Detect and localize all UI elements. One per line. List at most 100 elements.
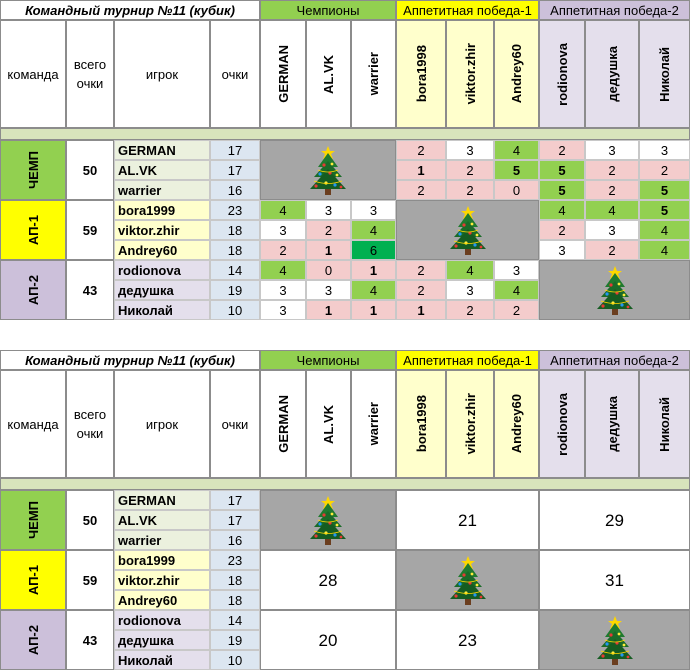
- score-cell: 3: [260, 220, 306, 240]
- score-cell-text: 4: [660, 242, 669, 258]
- total-column-header-text: всего: [73, 57, 107, 72]
- player-name-cell: дедушка: [114, 280, 210, 300]
- score-cell-text: 5: [660, 182, 669, 198]
- player-name-cell-text: warrier: [118, 182, 162, 198]
- column-header-player: viktor.zhir: [446, 20, 494, 128]
- team-total-cell-text: 59: [82, 572, 98, 588]
- team-name-cell-text: АП-2: [25, 624, 41, 656]
- score-cell-text: 4: [279, 202, 287, 218]
- score-cell-text: 3: [660, 142, 669, 158]
- column-header-player: AL.VK: [306, 370, 351, 478]
- player-column-header: игрок: [114, 370, 210, 478]
- team-name-cell-text: АП-1: [25, 214, 41, 246]
- score-cell: 4: [351, 220, 396, 240]
- score-cell: 2: [396, 180, 446, 200]
- score-cell: 3: [639, 140, 690, 160]
- christmas-tree-icon: [596, 616, 633, 665]
- column-header-player-text: AL.VK: [321, 54, 336, 94]
- score-cell-text: 2: [466, 162, 474, 178]
- score-cell: 4: [260, 260, 306, 280]
- points-column-header-text: очки: [221, 66, 249, 82]
- column-header-player: Николай: [639, 370, 690, 478]
- player-points-cell: 17: [210, 510, 260, 530]
- player-points-cell-text: 18: [227, 222, 243, 238]
- column-header-player: rodionova: [539, 20, 585, 128]
- group-header-3-text: Аппетитная победа-2: [550, 352, 679, 368]
- player-points-cell: 16: [210, 180, 260, 200]
- player-points-cell: 18: [210, 590, 260, 610]
- score-cell: 3: [306, 280, 351, 300]
- score-cell: 1: [396, 160, 446, 180]
- player-name-cell-text: Andrey60: [118, 242, 178, 258]
- score-cell-text: 4: [512, 282, 521, 298]
- summary-score-cell: 21: [396, 490, 539, 550]
- score-cell-text: 3: [279, 222, 287, 238]
- team-column-header-text: команда: [7, 416, 59, 432]
- player-points-cell-text: 17: [227, 492, 243, 508]
- score-cell-text: 3: [608, 142, 616, 158]
- player-column-header-text: игрок: [145, 416, 179, 432]
- player-name-cell-text: bora1999: [118, 552, 176, 568]
- score-cell-text: 2: [558, 142, 566, 158]
- player-name-cell: viktor.zhir: [114, 220, 210, 240]
- summary-score-cell: 28: [260, 550, 396, 610]
- self-match-block: [539, 610, 690, 670]
- score-cell-text: 4: [608, 202, 616, 218]
- group-header-3-text: Аппетитная победа-2: [550, 2, 679, 18]
- column-header-player: Andrey60: [494, 370, 539, 478]
- player-name-cell-text: Николай: [118, 302, 173, 318]
- summary-score-cell: 20: [260, 610, 396, 670]
- column-header-player-text: viktor.zhir: [462, 43, 478, 105]
- points-column-header: очки: [210, 370, 260, 478]
- player-name-cell-text: Николай: [118, 652, 173, 668]
- summary-score-cell: 23: [396, 610, 539, 670]
- score-cell-text: 2: [608, 182, 616, 198]
- player-name-cell: AL.VK: [114, 510, 210, 530]
- player-points-cell-text: 10: [227, 302, 243, 318]
- player-points-cell-text: 19: [227, 282, 243, 298]
- column-header-player: bora1998: [396, 370, 446, 478]
- score-cell: 5: [539, 180, 585, 200]
- column-header-player: viktor.zhir: [446, 370, 494, 478]
- score-cell: 0: [494, 180, 539, 200]
- team-name-cell-text: АП-1: [25, 564, 41, 596]
- player-name-cell-text: AL.VK: [118, 162, 157, 178]
- player-points-cell-text: 23: [227, 552, 243, 568]
- team-total-cell: 50: [66, 490, 114, 550]
- score-cell: 3: [539, 240, 585, 260]
- team-total-cell-text: 43: [82, 282, 98, 298]
- group-header-3: Аппетитная победа-2: [539, 0, 690, 20]
- player-name-cell-text: AL.VK: [118, 512, 157, 528]
- score-cell: 2: [585, 240, 639, 260]
- score-cell: 0: [306, 260, 351, 280]
- score-cell: 2: [396, 140, 446, 160]
- team-name-cell: АП-1: [0, 550, 66, 610]
- player-name-cell: Николай: [114, 300, 210, 320]
- score-cell: 3: [446, 140, 494, 160]
- player-name-cell: GERMAN: [114, 140, 210, 160]
- player-points-cell-text: 17: [227, 162, 243, 178]
- table-title-text: Командный турнир №11 (кубик): [25, 352, 235, 368]
- score-cell-text: 5: [512, 162, 521, 178]
- player-points-cell-text: 16: [227, 532, 243, 548]
- player-points-cell: 16: [210, 530, 260, 550]
- player-points-cell-text: 17: [227, 512, 243, 528]
- team-total-cell: 43: [66, 610, 114, 670]
- group-header-2: Аппетитная победа-1: [396, 0, 539, 20]
- column-header-player-text: дедушка: [604, 46, 620, 102]
- score-cell-text: 5: [558, 162, 566, 178]
- score-cell: 4: [351, 280, 396, 300]
- score-cell-text: 3: [608, 222, 616, 238]
- summary-score-cell-text: 23: [458, 630, 477, 650]
- score-cell: 4: [585, 200, 639, 220]
- player-name-cell-text: bora1999: [118, 202, 176, 218]
- score-cell-text: 4: [660, 222, 669, 238]
- summary-score-cell: 29: [539, 490, 690, 550]
- column-header-player-text: bora1998: [413, 45, 429, 103]
- summary-score-cell-text: 21: [458, 510, 477, 530]
- score-cell-text: 1: [369, 262, 378, 278]
- score-cell-text: 3: [279, 282, 287, 298]
- player-name-cell-text: дедушка: [118, 282, 174, 298]
- score-cell-text: 4: [279, 262, 287, 278]
- score-cell: 4: [260, 200, 306, 220]
